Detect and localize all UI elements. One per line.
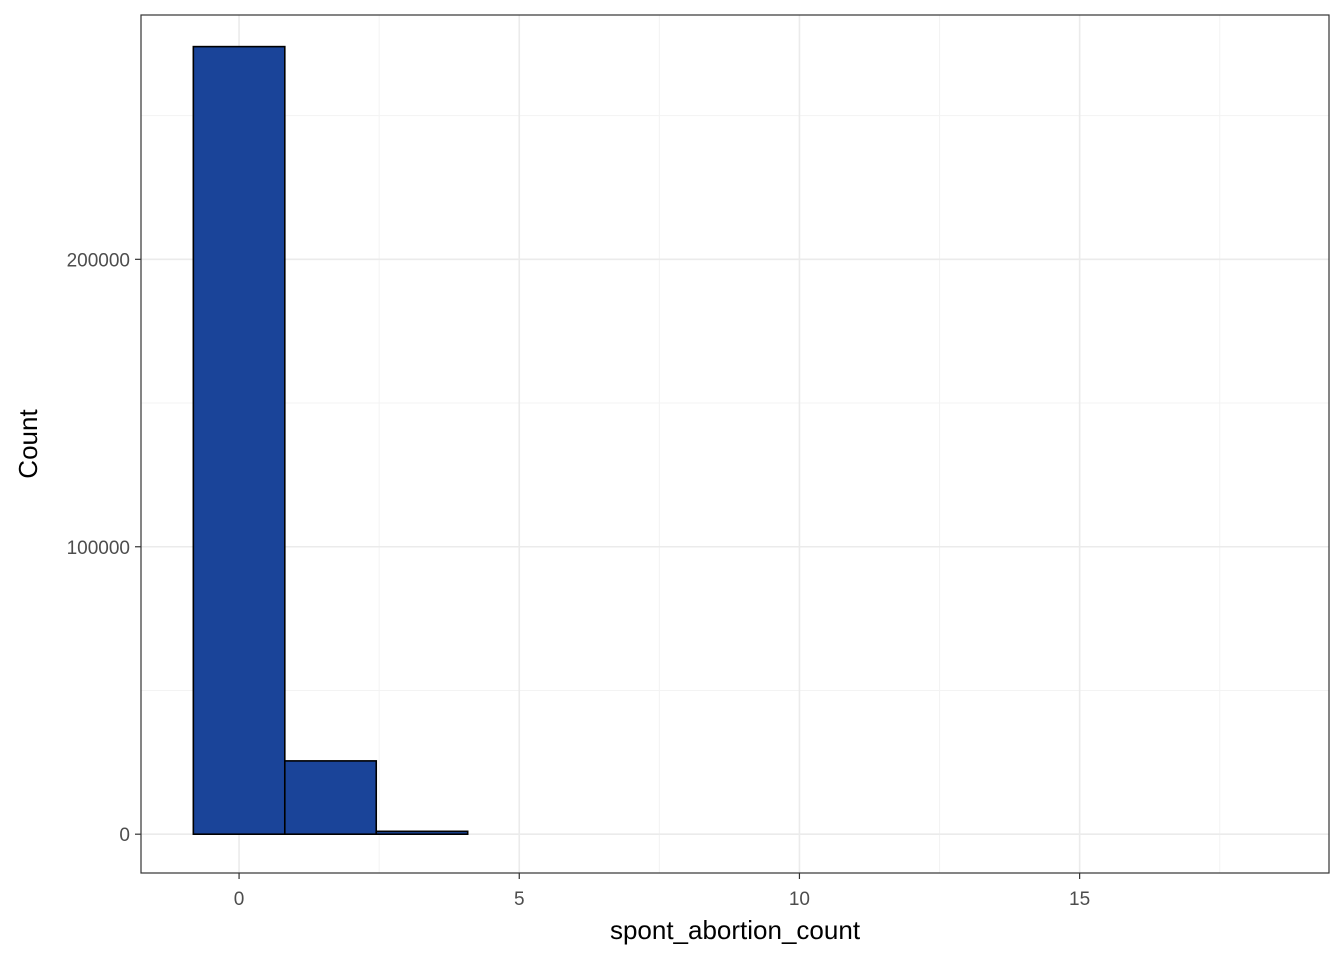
major-grid — [141, 15, 1329, 873]
y-tick-label: 100000 — [67, 538, 130, 559]
x-tick-label: 15 — [1069, 889, 1090, 910]
y-axis-title: Count — [13, 409, 43, 479]
histogram-bar-2 — [375, 830, 469, 835]
x-tick-label: 10 — [789, 889, 810, 910]
histogram-bars — [192, 45, 469, 835]
histogram-bar-1 — [283, 760, 378, 835]
y-tick-label: 0 — [119, 825, 130, 846]
histogram-bar-0 — [192, 45, 286, 835]
x-axis-title: spont_abortion_count — [610, 915, 861, 945]
panel-border — [140, 14, 1330, 874]
y-tick-label: 200000 — [67, 250, 130, 271]
x-axis: 0 5 10 15 — [234, 873, 1090, 910]
minor-grid — [141, 15, 1329, 873]
y-axis: 0 100000 200000 — [67, 250, 141, 846]
x-tick-label: 5 — [514, 889, 525, 910]
x-tick-label: 0 — [234, 889, 245, 910]
